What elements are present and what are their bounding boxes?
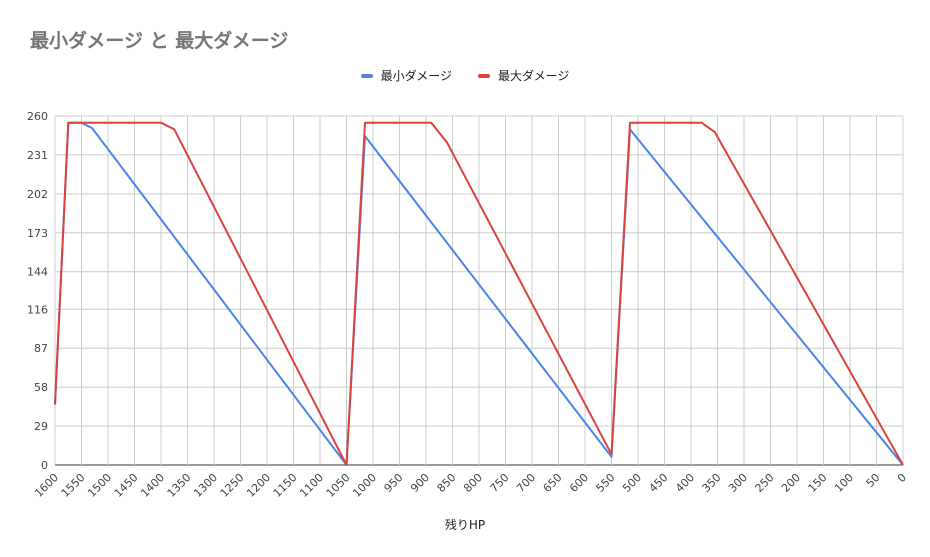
- x-tick-label: 300: [726, 471, 750, 495]
- y-tick-label: 173: [27, 227, 48, 240]
- x-tick-label: 1100: [297, 471, 326, 500]
- y-tick-label: 231: [27, 149, 48, 162]
- legend-label-max: 最大ダメージ: [498, 69, 570, 83]
- x-tick-label: 450: [647, 471, 671, 495]
- x-axis-title: 残りHP: [444, 518, 486, 532]
- x-tick-label: 1050: [324, 471, 353, 500]
- x-tick-label: 550: [594, 471, 618, 495]
- x-tick-label: 500: [620, 471, 644, 495]
- series-line-max[interactable]: [54, 121, 904, 466]
- x-tick-label: 1000: [350, 471, 379, 500]
- x-tick-label: 1550: [59, 471, 88, 500]
- x-tick-label: 1300: [191, 471, 220, 500]
- x-tick-label: 900: [408, 471, 432, 495]
- x-axis-ticks: 1600155015001450140013501300125012001150…: [32, 471, 909, 500]
- x-tick-label: 0: [895, 471, 909, 485]
- x-tick-label: 1600: [32, 471, 61, 500]
- x-tick-label: 600: [567, 471, 591, 495]
- x-tick-label: 1150: [271, 471, 300, 500]
- x-tick-label: 350: [700, 471, 724, 495]
- x-tick-label: 200: [779, 471, 803, 495]
- x-tick-label: 1450: [112, 471, 141, 500]
- y-tick-label: 29: [34, 420, 48, 433]
- x-tick-label: 700: [514, 471, 538, 495]
- x-tick-label: 650: [541, 471, 565, 495]
- y-tick-label: 0: [41, 459, 48, 472]
- x-tick-label: 250: [753, 471, 777, 495]
- legend-swatch-min: [360, 73, 373, 78]
- x-tick-label: 1250: [218, 471, 247, 500]
- legend: 最小ダメージ 最大ダメージ: [0, 67, 930, 84]
- y-tick-label: 58: [34, 381, 48, 394]
- x-tick-label: 1500: [85, 471, 114, 500]
- x-tick-label: 1350: [165, 471, 194, 500]
- y-tick-label: 87: [34, 342, 48, 355]
- y-tick-label: 260: [27, 110, 48, 123]
- x-tick-label: 150: [806, 471, 830, 495]
- legend-label-min: 最小ダメージ: [380, 69, 452, 83]
- grid: [54, 115, 904, 466]
- chart-title: 最小ダメージ と 最大ダメージ: [30, 30, 289, 52]
- legend-item-max[interactable]: 最大ダメージ: [478, 67, 569, 84]
- x-tick-label: 850: [435, 471, 459, 495]
- x-tick-label: 800: [461, 471, 485, 495]
- y-axis-ticks: 0 29 58 87 116 144 173 202 231 260: [27, 110, 48, 472]
- legend-item-min[interactable]: 最小ダメージ: [360, 67, 452, 84]
- y-tick-label: 144: [27, 266, 48, 279]
- legend-swatch-max: [478, 73, 490, 78]
- x-tick-label: 50: [864, 471, 883, 490]
- x-tick-label: 1400: [138, 471, 167, 500]
- y-tick-label: 202: [27, 188, 48, 201]
- x-tick-label: 400: [673, 471, 697, 495]
- series-lines: [54, 121, 904, 466]
- x-tick-label: 1200: [244, 471, 273, 500]
- x-tick-label: 950: [382, 471, 406, 495]
- x-tick-label: 750: [488, 471, 512, 495]
- x-tick-label: 100: [832, 471, 856, 495]
- y-tick-label: 116: [27, 303, 48, 316]
